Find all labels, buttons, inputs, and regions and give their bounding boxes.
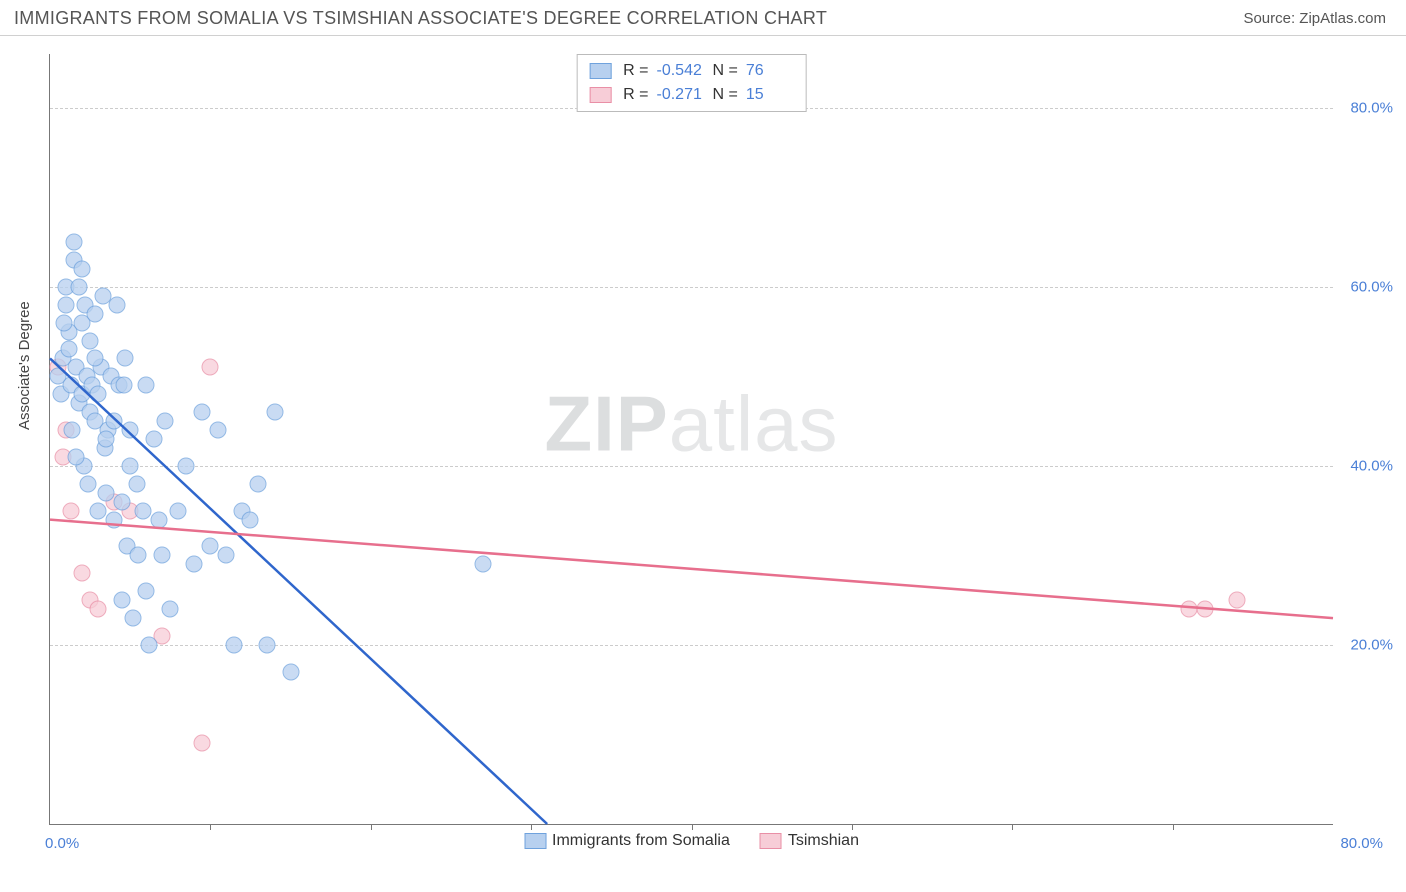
- chart-title: IMMIGRANTS FROM SOMALIA VS TSIMSHIAN ASS…: [14, 8, 827, 29]
- trend-line: [50, 358, 547, 824]
- trend-lines: [50, 54, 1333, 824]
- r-value-tsimshian: -0.271: [657, 83, 705, 107]
- source-label: Source: ZipAtlas.com: [1243, 10, 1386, 27]
- x-axis-max-label: 80.0%: [1340, 835, 1383, 852]
- r-value-somalia: -0.542: [657, 59, 705, 83]
- r-label: R =: [623, 59, 648, 83]
- chart-header: IMMIGRANTS FROM SOMALIA VS TSIMSHIAN ASS…: [0, 0, 1406, 36]
- legend-item-somalia: Immigrants from Somalia: [524, 832, 730, 850]
- x-tick: [1012, 824, 1013, 830]
- x-tick: [1173, 824, 1174, 830]
- y-tick-label: 80.0%: [1350, 99, 1393, 116]
- n-label: N =: [713, 83, 738, 107]
- swatch-somalia-icon: [524, 833, 546, 849]
- legend-label-somalia: Immigrants from Somalia: [552, 832, 730, 849]
- swatch-tsimshian: [589, 87, 611, 103]
- trend-line: [50, 520, 1333, 618]
- n-label: N =: [713, 59, 738, 83]
- plot-area: ZIPatlas Immigrants from Somalia Tsimshi…: [49, 54, 1333, 825]
- x-tick: [371, 824, 372, 830]
- legend-row-tsimshian: R = -0.271 N = 15: [589, 83, 794, 107]
- legend-correlation: R = -0.542 N = 76 R = -0.271 N = 15: [576, 54, 807, 112]
- legend-item-tsimshian: Tsimshian: [760, 832, 859, 850]
- legend-series: Immigrants from Somalia Tsimshian: [524, 832, 859, 850]
- n-value-somalia: 76: [746, 59, 794, 83]
- x-tick: [692, 824, 693, 830]
- n-value-tsimshian: 15: [746, 83, 794, 107]
- legend-row-somalia: R = -0.542 N = 76: [589, 59, 794, 83]
- r-label: R =: [623, 83, 648, 107]
- x-tick: [210, 824, 211, 830]
- y-tick-label: 60.0%: [1350, 278, 1393, 295]
- y-tick-label: 40.0%: [1350, 457, 1393, 474]
- legend-label-tsimshian: Tsimshian: [788, 832, 859, 849]
- swatch-somalia: [589, 63, 611, 79]
- y-axis-title: Associate's Degree: [16, 301, 33, 430]
- swatch-tsimshian-icon: [760, 833, 782, 849]
- x-tick: [852, 824, 853, 830]
- x-axis-min-label: 0.0%: [45, 835, 79, 852]
- y-tick-label: 20.0%: [1350, 636, 1393, 653]
- x-tick: [531, 824, 532, 830]
